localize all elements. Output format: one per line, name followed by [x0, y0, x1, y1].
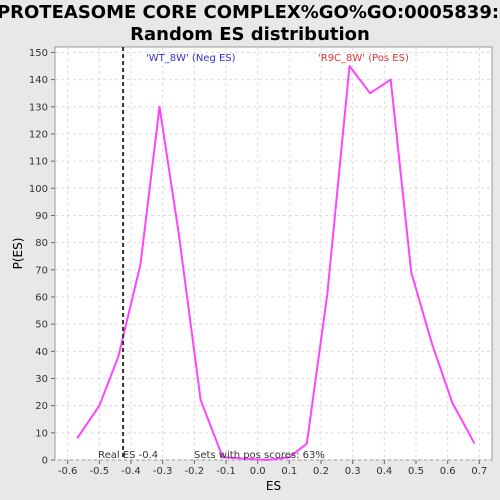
- x-tick-label: 0.1: [281, 466, 297, 477]
- y-tick-label: 100: [29, 184, 48, 195]
- y-tick-label: 130: [29, 102, 48, 113]
- x-tick-label: 0.6: [440, 466, 456, 477]
- sets-pos-scores-label: Sets with pos scores: 63%: [194, 450, 325, 461]
- x-tick-label: 0.3: [345, 466, 361, 477]
- x-tick-label: 0.5: [408, 466, 424, 477]
- chart-title-line-2: Random ES distribution: [130, 24, 370, 45]
- x-tick-label: -0.6: [58, 466, 78, 477]
- x-tick-label: 0.0: [250, 466, 266, 477]
- y-tick-label: 70: [35, 265, 48, 276]
- y-tick-label: 40: [35, 347, 48, 358]
- x-tick-label: -0.1: [216, 466, 236, 477]
- y-axis-label: P(ES): [11, 238, 25, 270]
- x-axis-label: ES: [266, 479, 281, 493]
- x-tick-label: 0.4: [376, 466, 392, 477]
- series-layer: [76, 65, 476, 461]
- y-tick-label: 80: [35, 238, 48, 249]
- y-tick-label: 30: [35, 374, 48, 385]
- chart-title: PROTEASOME CORE COMPLEX%GO%GO:0005839: R…: [0, 2, 499, 45]
- y-tick-label: 150: [29, 48, 48, 59]
- x-tick-label: -0.3: [153, 466, 173, 477]
- chart-title-line-1: PROTEASOME CORE COMPLEX%GO%GO:0005839:: [0, 2, 499, 23]
- grid: [55, 47, 492, 461]
- y-tick-label: 110: [29, 157, 48, 168]
- x-tick-label: -0.4: [121, 466, 141, 477]
- y-tick-label: 10: [35, 428, 48, 439]
- y-tick-label: 20: [35, 401, 48, 412]
- real-es-label: Real ES -0.4: [98, 450, 158, 461]
- series-line: [76, 65, 476, 461]
- y-tick-label: 120: [29, 129, 48, 140]
- y-tick-label: 0: [42, 456, 48, 467]
- x-tick-label: -0.2: [185, 466, 205, 477]
- y-tick-label: 50: [35, 320, 48, 331]
- y-tick-label: 90: [35, 211, 48, 222]
- x-tick-label: 0.2: [313, 466, 329, 477]
- neg-es-label: 'WT_8W' (Neg ES): [146, 53, 236, 64]
- x-tick-label: 0.7: [471, 466, 487, 477]
- axis-ticks: -0.6 -0.5 -0.4 -0.3 -0.2 -0.1 0.0 0.1 0.2 0.3 0.4 0…: [29, 48, 487, 477]
- pos-es-label: 'R9C_8W' (Pos ES): [318, 53, 409, 64]
- x-tick-label: -0.5: [90, 466, 110, 477]
- y-tick-label: 60: [35, 292, 48, 303]
- plot-area: [54, 46, 493, 461]
- y-tick-label: 140: [29, 75, 48, 86]
